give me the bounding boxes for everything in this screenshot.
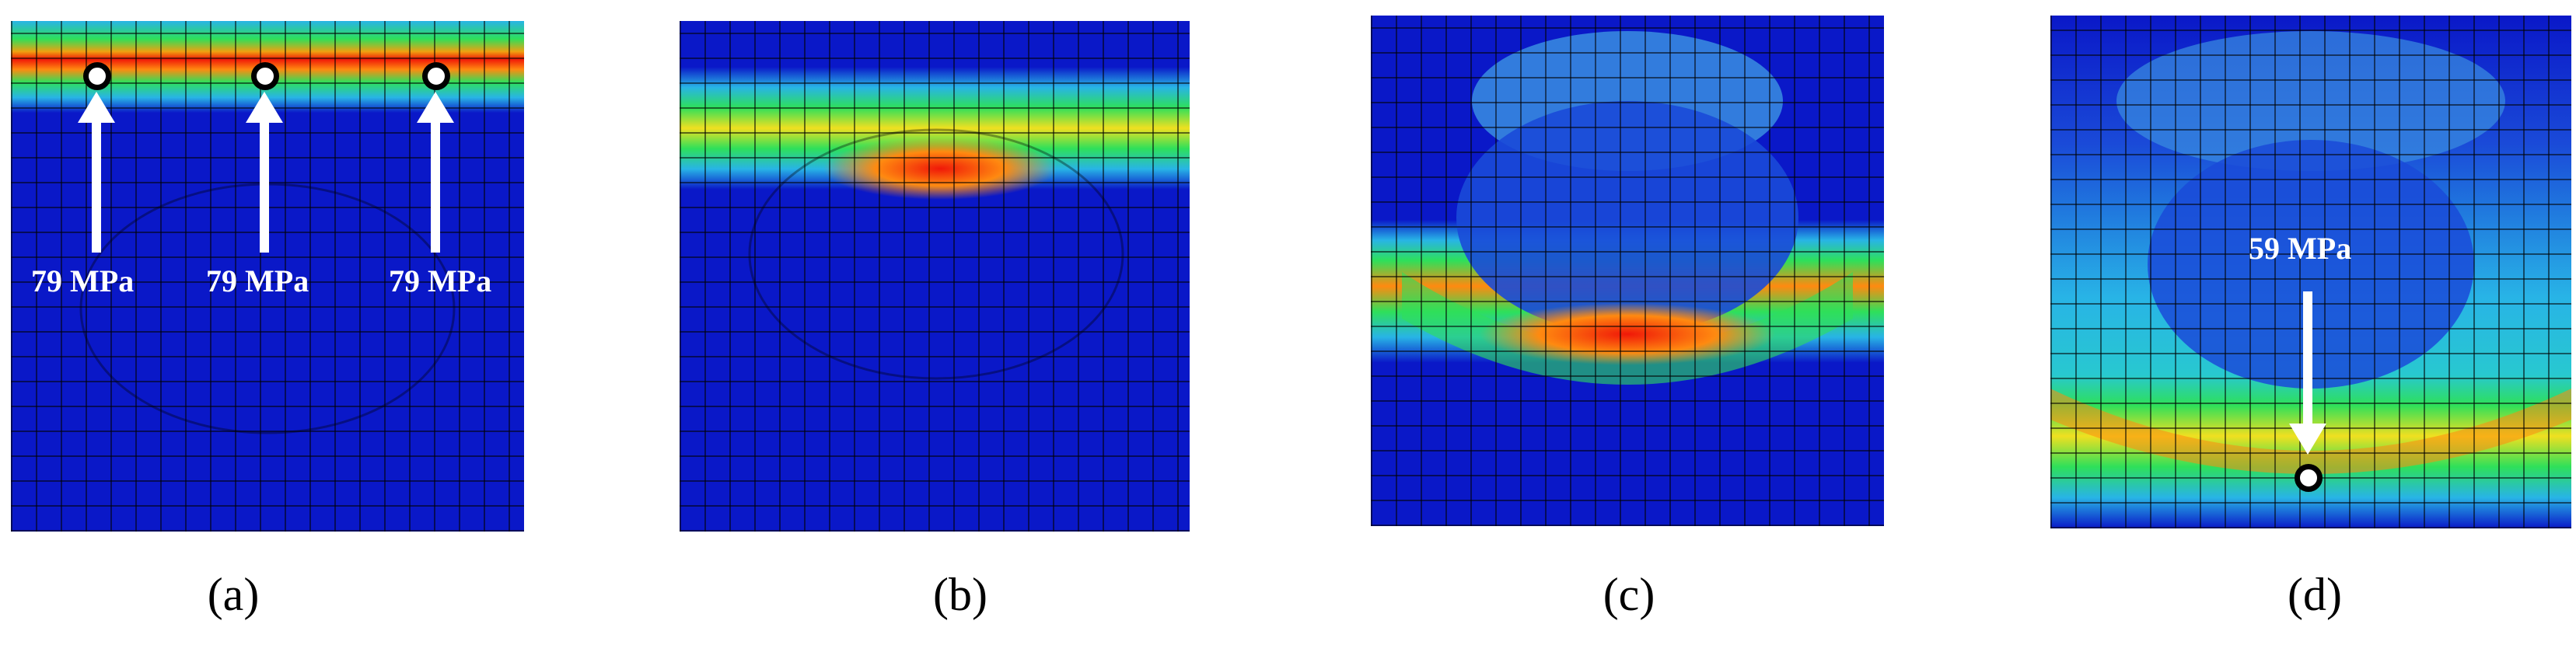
arrowhead-a3 [417,92,454,123]
arrowhead-a2 [246,92,283,123]
arrow-a3 [431,101,440,253]
stress-label-a3: 79 MPa [389,263,492,298]
arrow-a2 [260,101,269,253]
arrow-a1 [92,101,101,253]
contour-panel-b [680,21,1190,532]
caption-a: (a) [207,569,260,620]
caption-d: (d) [2288,569,2342,620]
stress-label-a1: 79 MPa [31,263,135,298]
arrowhead-d1 [2289,424,2326,455]
stress-label-d1: 59 MPa [2249,231,2352,266]
stress-contour-c [1371,16,1884,526]
arrowhead-a1 [78,92,115,123]
probe-marker-a1 [83,62,111,90]
caption-b: (b) [933,569,987,620]
probe-marker-a3 [422,62,450,90]
contour-panel-c [1371,16,1884,526]
caption-c: (c) [1603,569,1655,620]
arrow-d1 [2303,291,2312,427]
probe-marker-d1 [2295,464,2323,492]
stress-label-a2: 79 MPa [206,263,309,298]
stress-contour-b [680,21,1190,532]
probe-marker-a2 [251,62,279,90]
